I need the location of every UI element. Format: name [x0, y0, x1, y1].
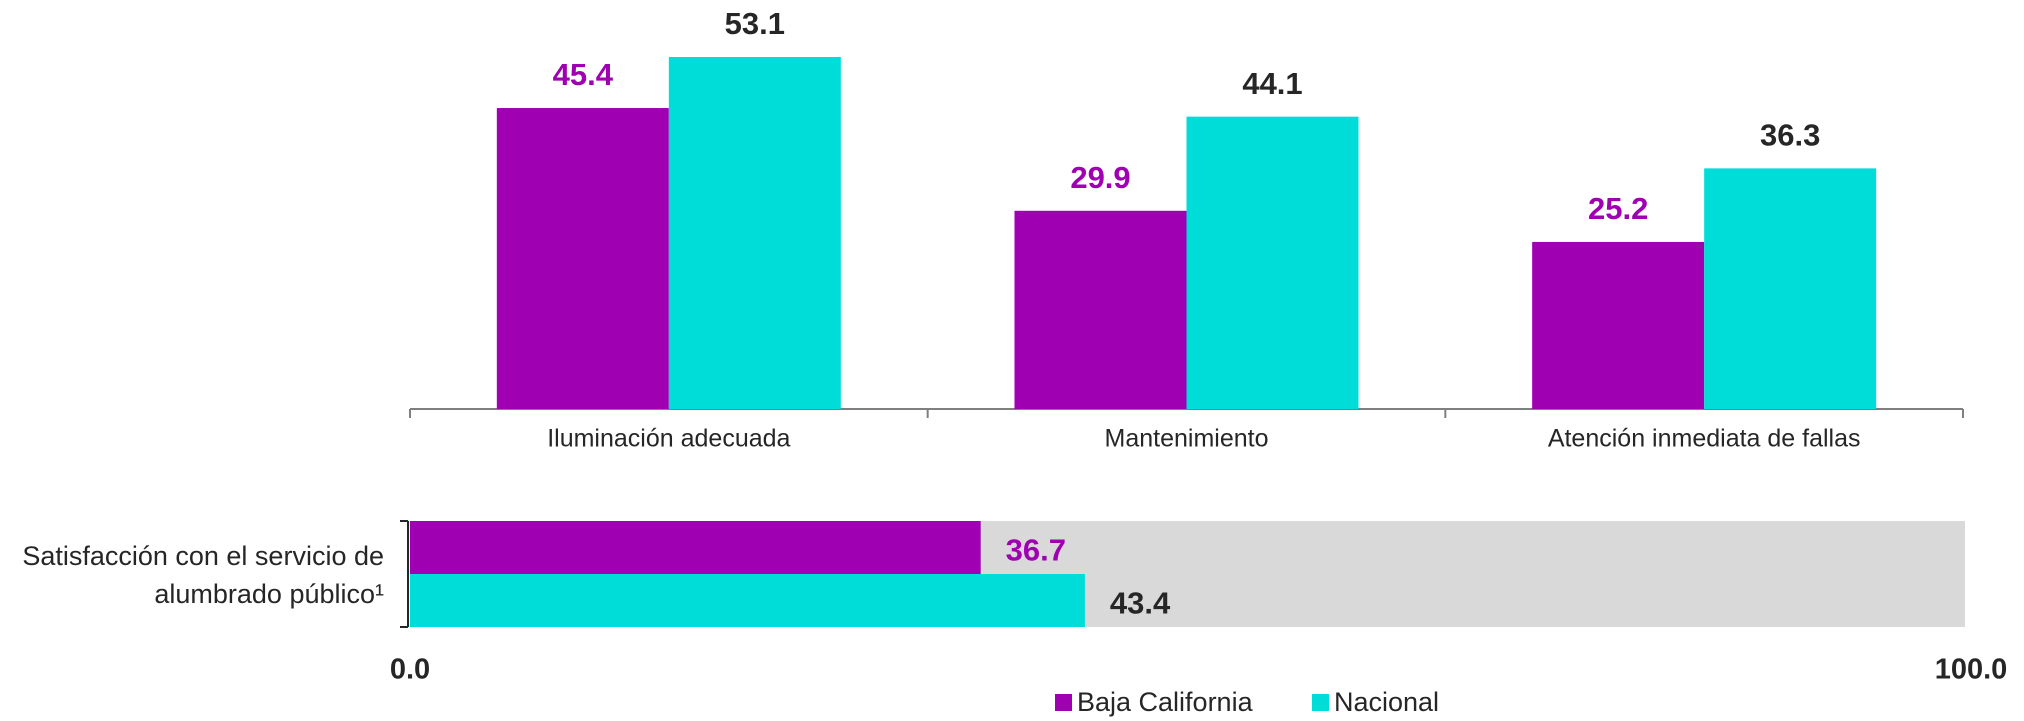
- value-label: 45.4: [553, 57, 614, 92]
- x-tick-label: Mantenimiento: [1105, 425, 1269, 453]
- value-label: 53.1: [725, 6, 785, 41]
- value-label: 36.7: [1006, 533, 1066, 568]
- legend-label: Baja California: [1077, 687, 1254, 717]
- value-label: 29.9: [1070, 160, 1130, 195]
- x-tick-label: Iluminación adecuada: [547, 425, 790, 453]
- bar: [1704, 168, 1877, 409]
- x-tick-label: 0.0: [390, 654, 430, 686]
- x-tick-label: 100.0: [1935, 654, 2008, 686]
- value-label: 25.2: [1588, 191, 1648, 226]
- value-label: 44.1: [1242, 66, 1302, 101]
- bar: [410, 574, 1085, 627]
- y-category-label: Satisfacción con el servicio de alumbrad…: [22, 541, 384, 609]
- bar: [1186, 116, 1359, 410]
- legend-label: Nacional: [1334, 687, 1439, 717]
- value-label: 36.3: [1760, 118, 1820, 153]
- legend-swatch: [1055, 694, 1072, 711]
- bar: [410, 521, 981, 574]
- legend-swatch: [1312, 694, 1329, 711]
- bar: [1014, 210, 1187, 409]
- bar: [496, 108, 669, 410]
- bar: [1532, 241, 1705, 409]
- bar: [668, 57, 841, 409]
- value-label: 43.4: [1110, 586, 1171, 621]
- x-tick-label: Atención inmediata de fallas: [1548, 425, 1861, 453]
